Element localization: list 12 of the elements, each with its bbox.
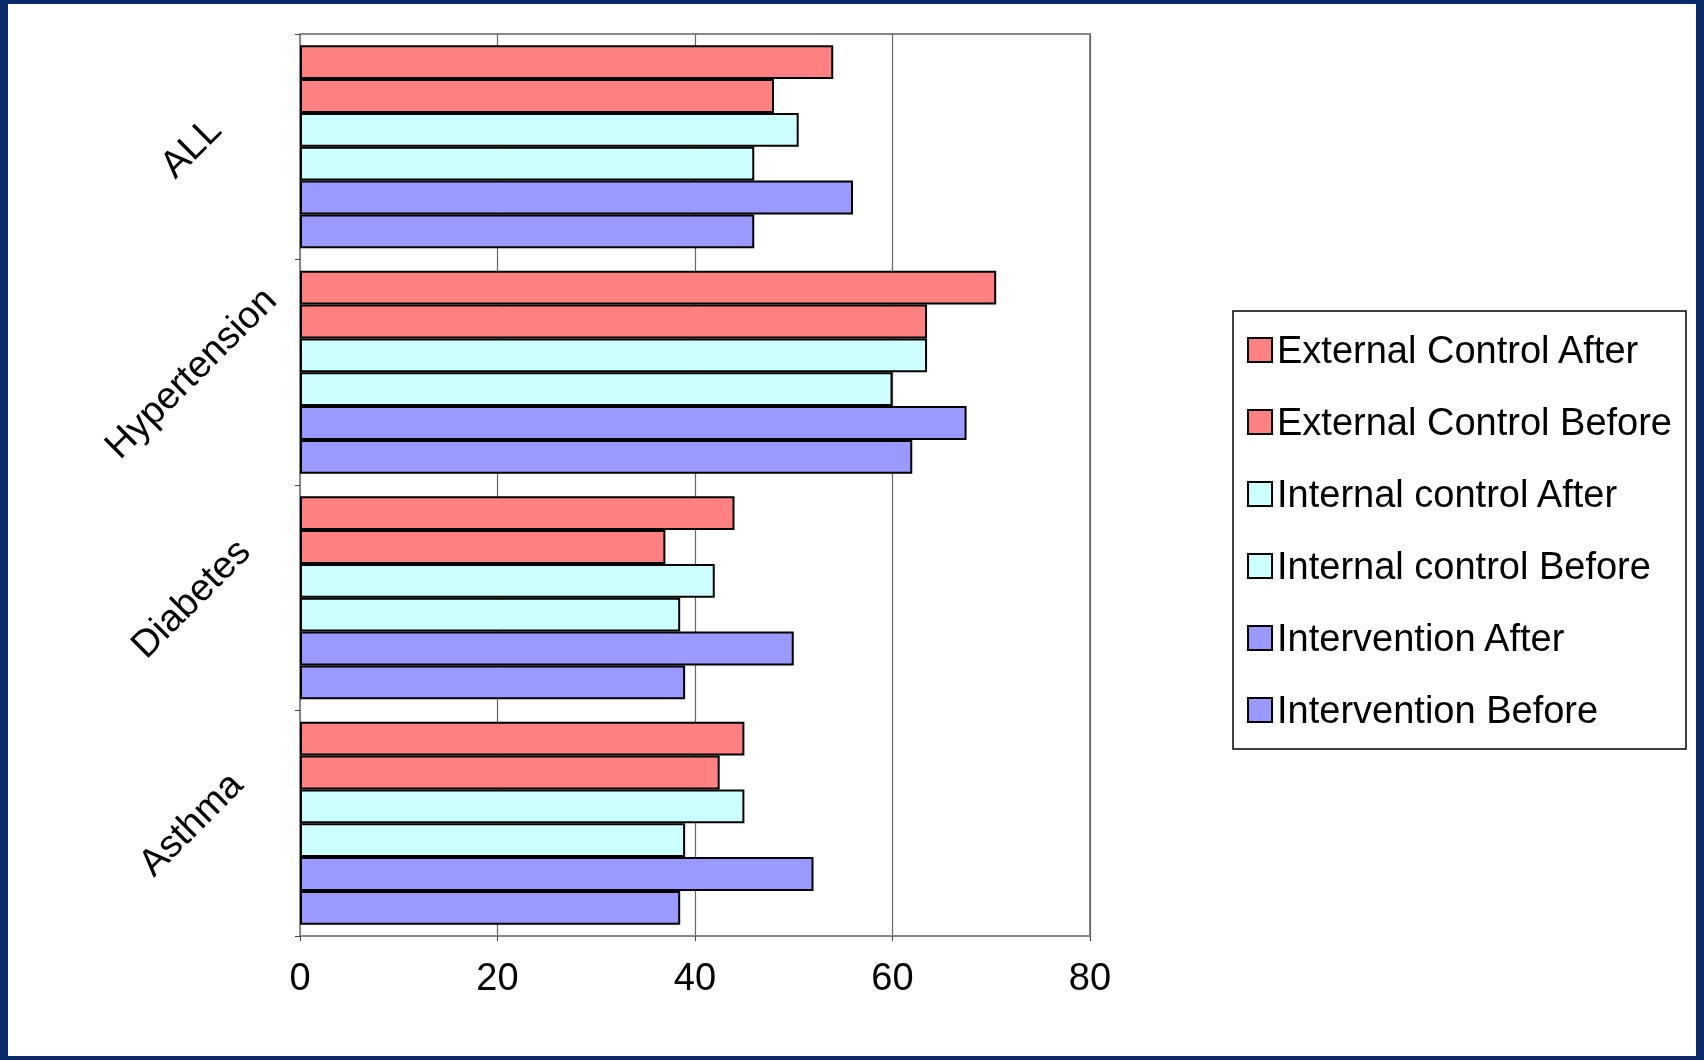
legend-label: Intervention Before xyxy=(1277,689,1599,731)
legend-label: Internal control Before xyxy=(1277,545,1651,587)
x-tick-label: 20 xyxy=(476,956,519,998)
x-tick-label: 80 xyxy=(1068,956,1112,998)
legend-label: Internal control After xyxy=(1277,473,1618,515)
legend-label: Intervention After xyxy=(1277,617,1565,659)
x-tick-label: 60 xyxy=(871,956,914,998)
x-tick-label: 0 xyxy=(289,956,311,998)
legend-label: External Control Before xyxy=(1277,401,1673,443)
y-tick-label: ALL xyxy=(151,108,229,186)
x-tick-label: 40 xyxy=(673,956,717,998)
legend-label: External Control After xyxy=(1277,329,1639,371)
